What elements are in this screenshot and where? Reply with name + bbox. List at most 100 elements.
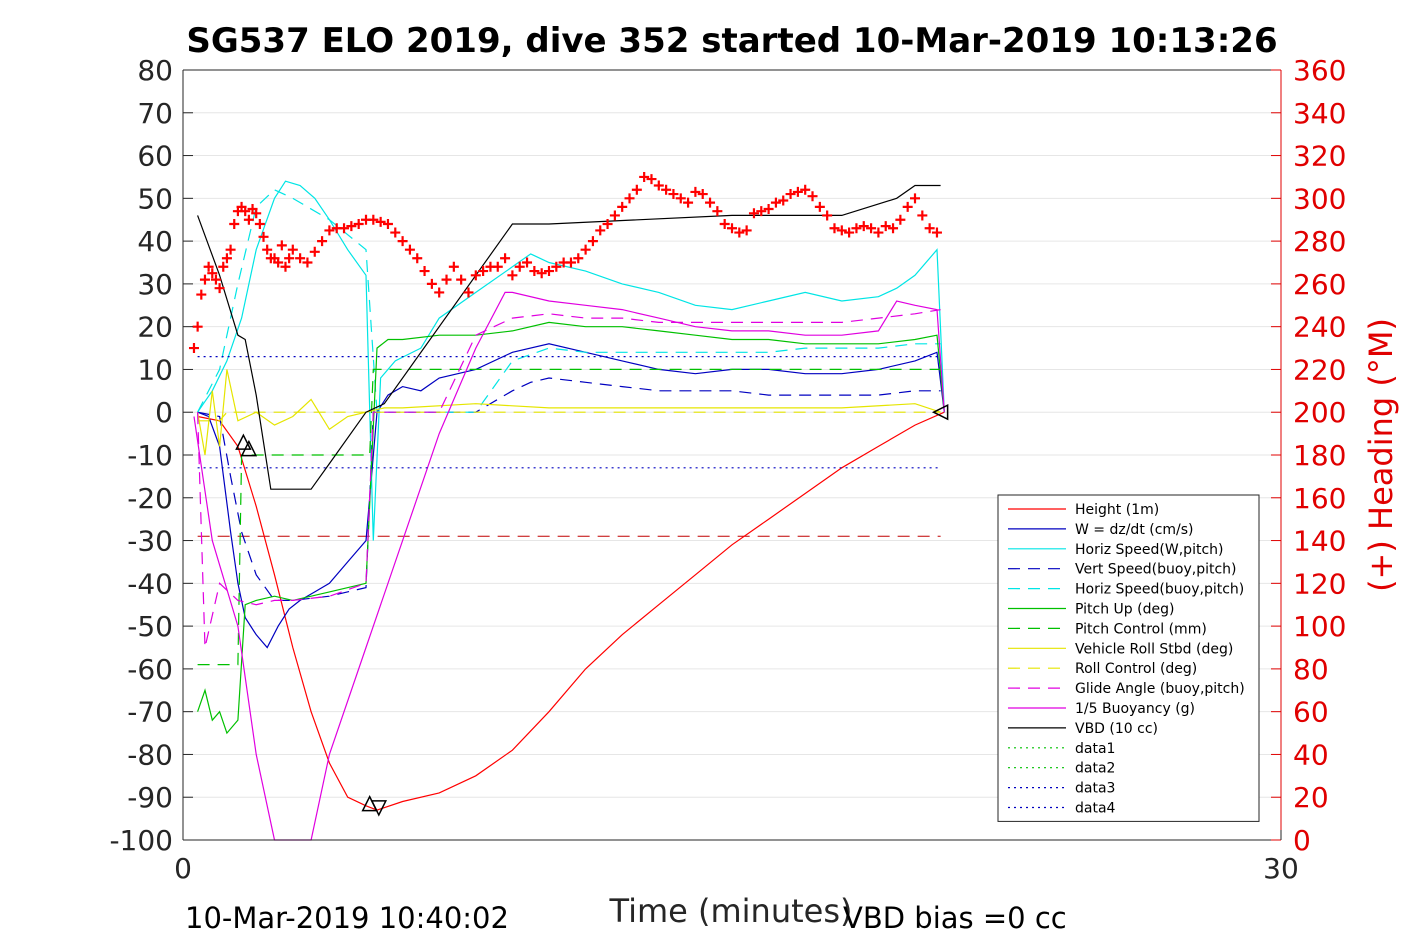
heading-point bbox=[507, 270, 518, 281]
heading-point bbox=[324, 225, 335, 236]
heading-point bbox=[346, 221, 357, 232]
heading-point bbox=[221, 253, 232, 264]
heading-point bbox=[243, 214, 254, 225]
heading-point bbox=[500, 253, 511, 264]
heading-point bbox=[646, 174, 657, 185]
heading-point bbox=[390, 227, 401, 238]
heading-point bbox=[478, 266, 489, 277]
heading-point bbox=[544, 266, 554, 277]
heading-point bbox=[814, 201, 825, 212]
marker-triangle-up bbox=[235, 433, 252, 450]
heading-point bbox=[229, 219, 240, 229]
left-tick-label: -50 bbox=[127, 610, 173, 643]
heading-point bbox=[609, 210, 620, 221]
heading-point bbox=[895, 214, 906, 225]
heading-point bbox=[254, 219, 265, 229]
heading-point bbox=[276, 240, 287, 251]
heading-point bbox=[551, 261, 562, 272]
heading-point bbox=[280, 261, 291, 272]
heading-point bbox=[317, 236, 328, 247]
heading-point bbox=[262, 244, 273, 255]
series-line-height-1m bbox=[197, 411, 945, 811]
heading-point bbox=[203, 261, 214, 272]
heading-point bbox=[214, 283, 225, 294]
chart-title: SG537 ELO 2019, dive 352 started 10-Mar-… bbox=[186, 21, 1277, 61]
marker-triangle-up bbox=[240, 439, 258, 457]
heading-markers-layer bbox=[188, 171, 942, 354]
heading-point bbox=[697, 189, 708, 200]
legend-entry: data1 bbox=[1075, 741, 1115, 757]
heading-point bbox=[829, 223, 840, 234]
marker-triangle-left bbox=[931, 404, 949, 421]
left-tick-label: -100 bbox=[109, 824, 173, 857]
series-line-horiz-speed-w-pitch bbox=[197, 180, 945, 541]
heading-point bbox=[536, 268, 547, 279]
left-tick-label: -30 bbox=[127, 525, 173, 558]
series-line-w-dz-dt-cm-s bbox=[197, 343, 945, 649]
left-tick-label: 20 bbox=[137, 311, 173, 344]
heading-point bbox=[683, 197, 694, 208]
x-axis-ticks: 0 30 bbox=[174, 830, 1299, 885]
heading-point bbox=[668, 189, 679, 200]
legend-entry: Vert Speed(buoy,pitch) bbox=[1075, 562, 1237, 578]
right-tick-label: 140 bbox=[1293, 525, 1346, 558]
right-tick-label: 20 bbox=[1293, 781, 1329, 814]
right-tick-label: 0 bbox=[1293, 824, 1311, 857]
heading-point bbox=[382, 219, 393, 229]
right-tick-label: 320 bbox=[1293, 140, 1346, 173]
legend-box bbox=[997, 494, 1260, 822]
heading-point bbox=[705, 197, 716, 208]
right-tick-label: 300 bbox=[1293, 182, 1346, 215]
heading-point bbox=[339, 223, 350, 234]
heading-point bbox=[602, 219, 613, 229]
legend-entry: Roll Control (deg) bbox=[1075, 661, 1197, 677]
legend-entry: Horiz Speed(W,pitch) bbox=[1075, 542, 1223, 558]
right-y-axis-label: (+) Heading (°M) bbox=[1362, 318, 1400, 592]
heading-point bbox=[924, 223, 935, 234]
heading-point bbox=[397, 236, 408, 247]
footer-timestamp: 10-Mar-2019 10:40:02 bbox=[185, 901, 509, 935]
heading-point bbox=[902, 201, 913, 212]
heading-point bbox=[763, 204, 774, 215]
heading-point bbox=[653, 180, 664, 191]
legend-entry: Horiz Speed(buoy,pitch) bbox=[1075, 582, 1244, 598]
legend-entry: data3 bbox=[1075, 781, 1115, 797]
heading-point bbox=[302, 257, 313, 268]
left-tick-label: 10 bbox=[137, 353, 173, 386]
heading-point bbox=[287, 244, 298, 255]
heading-point bbox=[858, 221, 869, 232]
right-tick-label: 100 bbox=[1293, 610, 1346, 643]
series-line-vbd-10-cc bbox=[197, 184, 941, 490]
heading-point bbox=[631, 184, 642, 195]
left-tick-label: -60 bbox=[127, 653, 173, 686]
heading-point bbox=[778, 195, 789, 206]
heading-point bbox=[273, 257, 284, 268]
triangle-markers-layer bbox=[235, 404, 949, 817]
x-axis-label: Time (minutes) bbox=[609, 892, 853, 930]
heading-point bbox=[792, 186, 803, 197]
heading-point bbox=[756, 206, 767, 217]
heading-point bbox=[851, 223, 862, 234]
heading-point bbox=[295, 253, 306, 264]
heading-point bbox=[470, 270, 481, 281]
left-tick-label: 70 bbox=[137, 97, 173, 130]
heading-point bbox=[917, 210, 928, 221]
left-tick-label: -90 bbox=[127, 781, 173, 814]
left-tick-label: 30 bbox=[137, 268, 173, 301]
heading-point bbox=[463, 287, 474, 298]
heading-point bbox=[873, 227, 884, 238]
x-tick-label: 0 bbox=[174, 852, 192, 885]
heading-point bbox=[836, 225, 847, 236]
heading-point bbox=[251, 208, 262, 219]
heading-point bbox=[580, 244, 591, 255]
heading-point bbox=[225, 244, 236, 255]
heading-point bbox=[210, 274, 221, 285]
heading-point bbox=[529, 266, 540, 277]
left-tick-label: -70 bbox=[127, 696, 173, 729]
left-tick-label: 50 bbox=[137, 182, 173, 215]
heading-point bbox=[426, 278, 437, 289]
legend-entry: data4 bbox=[1075, 801, 1116, 817]
heading-point bbox=[284, 253, 295, 264]
heading-point bbox=[910, 193, 920, 204]
left-tick-label: -80 bbox=[127, 738, 173, 771]
